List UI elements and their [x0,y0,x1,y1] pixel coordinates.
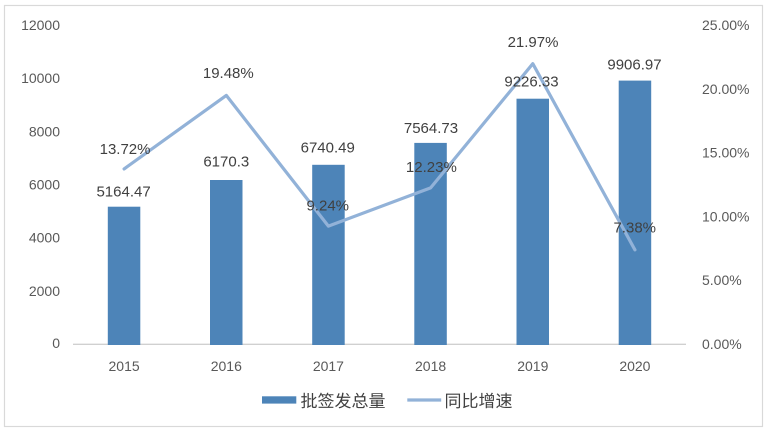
svg-text:12000: 12000 [21,17,60,33]
svg-text:7564.73: 7564.73 [404,120,458,137]
svg-text:2018: 2018 [415,358,446,374]
svg-text:12.23%: 12.23% [406,159,457,176]
svg-text:6740.49: 6740.49 [301,139,355,156]
svg-text:6000: 6000 [29,177,60,193]
svg-text:2019: 2019 [517,358,548,374]
svg-text:6170.3: 6170.3 [203,154,249,171]
svg-text:2000: 2000 [29,283,60,299]
svg-text:2016: 2016 [211,358,242,374]
svg-text:2015: 2015 [109,358,140,374]
svg-text:7.38%: 7.38% [613,220,656,237]
svg-text:9906.97: 9906.97 [607,57,661,74]
svg-text:10.00%: 10.00% [702,208,749,224]
svg-text:4000: 4000 [29,230,60,246]
svg-text:8000: 8000 [29,123,60,139]
svg-text:2020: 2020 [619,358,650,374]
svg-text:9226.33: 9226.33 [504,74,558,91]
svg-text:25.00%: 25.00% [702,17,749,33]
svg-text:5.00%: 5.00% [702,272,742,288]
svg-text:19.48%: 19.48% [203,65,254,82]
svg-text:10000: 10000 [21,70,60,86]
svg-text:0: 0 [52,335,60,351]
svg-text:5164.47: 5164.47 [96,184,150,201]
svg-text:0.00%: 0.00% [702,336,742,352]
svg-text:20.00%: 20.00% [702,81,749,97]
svg-text:13.72%: 13.72% [100,141,151,158]
svg-text:2017: 2017 [313,358,344,374]
svg-text:15.00%: 15.00% [702,145,749,161]
svg-text:21.97%: 21.97% [508,34,559,51]
svg-text:9.24%: 9.24% [306,197,349,214]
